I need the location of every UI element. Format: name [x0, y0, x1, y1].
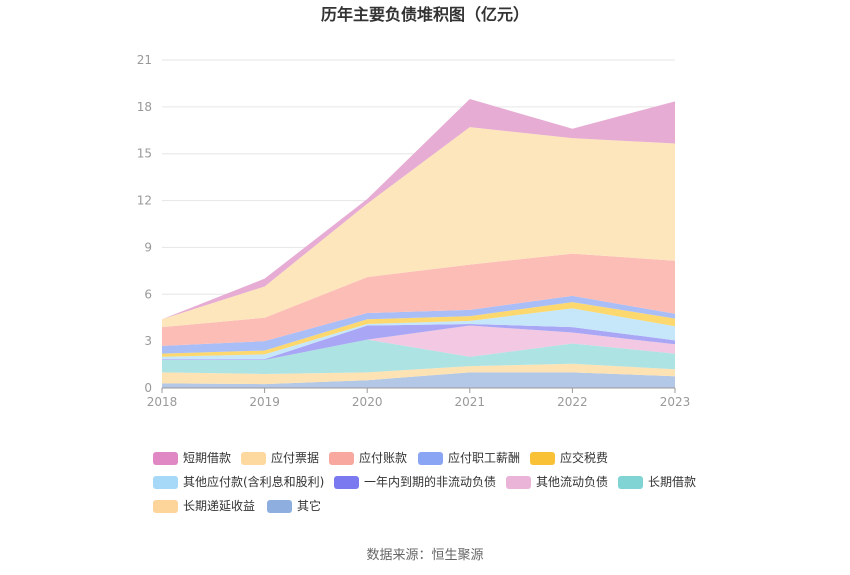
legend-label: 其它 — [297, 498, 321, 513]
legend-swatch — [153, 476, 178, 489]
legend-swatch — [329, 452, 354, 465]
y-tick-label: 18 — [137, 100, 152, 114]
legend-label: 其他流动负债 — [536, 475, 608, 489]
x-tick-label: 2020 — [352, 395, 383, 409]
legend-swatch — [618, 476, 643, 489]
area-series — [162, 99, 675, 388]
y-tick-label: 15 — [137, 147, 152, 161]
x-tick-label: 2018 — [147, 395, 178, 409]
y-tick-label: 6 — [144, 287, 152, 301]
area-7 — [162, 295, 675, 354]
area-4 — [162, 323, 675, 360]
legend-label: 应付账款 — [359, 450, 407, 465]
data-source: 数据来源：恒生聚源 — [366, 548, 483, 563]
legend-label: 长期递延收益 — [183, 499, 255, 513]
x-tick-label: 2019 — [249, 395, 280, 409]
legend-label: 应交税费 — [560, 450, 608, 465]
legend-label: 一年内到期的非流动负债 — [364, 474, 496, 489]
legend-swatch — [418, 452, 443, 465]
legend-label: 其他应付款(含利息和股利) — [183, 474, 324, 489]
area-6 — [162, 302, 675, 357]
area-9 — [162, 127, 675, 328]
area-10 — [162, 99, 675, 320]
axes: 0 3 6 9 12 15 18 21 2018 2019 2020 2021 2022 2023 — [137, 53, 691, 409]
area-8 — [162, 253, 675, 346]
y-tick-label: 3 — [144, 334, 152, 348]
x-tick-label: 2021 — [455, 395, 486, 409]
area-0 — [162, 372, 675, 388]
legend-label: 应付职工薪酬 — [448, 450, 520, 465]
legend-label: 应付票据 — [271, 450, 319, 465]
y-tick-label: 12 — [137, 194, 152, 208]
legend-swatch — [506, 476, 531, 489]
area-1 — [162, 363, 675, 385]
legend-label: 短期借款 — [183, 451, 231, 465]
y-tick-label: 0 — [144, 381, 152, 395]
legend-swatch — [530, 452, 555, 465]
legend-swatch — [153, 500, 178, 513]
y-tick-label: 9 — [144, 240, 152, 254]
x-tick-label: 2022 — [557, 395, 588, 409]
legend-swatch — [153, 452, 178, 465]
legend-swatch — [241, 452, 266, 465]
x-tick-label: 2023 — [660, 395, 691, 409]
area-3 — [162, 325, 675, 360]
chart-title: 历年主要负债堆积图（亿元） — [321, 5, 529, 24]
area-5 — [162, 308, 675, 360]
legend-label: 长期借款 — [648, 475, 696, 489]
y-tick-label: 21 — [137, 53, 152, 67]
legend-swatch — [334, 476, 359, 489]
area-2 — [162, 339, 675, 374]
legend-swatch — [267, 500, 292, 513]
